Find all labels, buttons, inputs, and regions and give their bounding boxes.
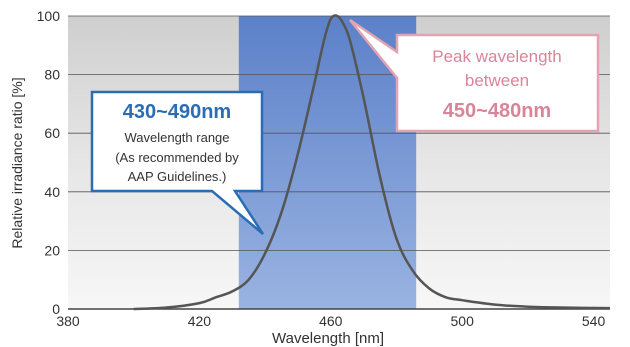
x-axis-label: Wavelength [nm] xyxy=(272,330,384,347)
peak-callout-box xyxy=(349,18,600,133)
y-tick-labels: 0 20 40 60 80 100 xyxy=(37,8,61,317)
range-callout-line-2: (As recommended by xyxy=(115,150,239,165)
x-tick-labels: 380 420 460 500 540 xyxy=(56,313,605,329)
peak-callout: Peak wavelength between 450~480nm xyxy=(349,18,600,133)
x-tick-label: 540 xyxy=(582,313,606,329)
x-tick-label: 420 xyxy=(188,313,212,329)
peak-callout-line-1: Peak wavelength xyxy=(432,47,561,66)
y-axis-label: Relative irradiance ratio [%] xyxy=(9,77,25,248)
peak-callout-line-2: between xyxy=(465,71,529,90)
y-tick-label: 0 xyxy=(52,301,60,317)
x-tick-label: 460 xyxy=(319,313,343,329)
range-callout: 430~490nm Wavelength range (As recommend… xyxy=(90,90,265,235)
irradiance-curve xyxy=(133,14,611,311)
range-callout-box xyxy=(90,90,265,235)
y-tick-label: 60 xyxy=(44,125,60,141)
x-tick-label: 380 xyxy=(56,313,80,329)
y-tick-label: 40 xyxy=(44,184,60,200)
y-tick-label: 20 xyxy=(44,242,60,258)
x-tick-label: 500 xyxy=(451,313,475,329)
y-tick-label: 100 xyxy=(37,8,61,24)
range-callout-line-1: Wavelength range xyxy=(124,130,229,145)
range-callout-line-3: AAP Guidelines.) xyxy=(128,169,227,184)
range-callout-title: 430~490nm xyxy=(123,101,231,123)
peak-callout-line-3: 450~480nm xyxy=(443,100,551,122)
y-tick-label: 80 xyxy=(44,67,60,83)
